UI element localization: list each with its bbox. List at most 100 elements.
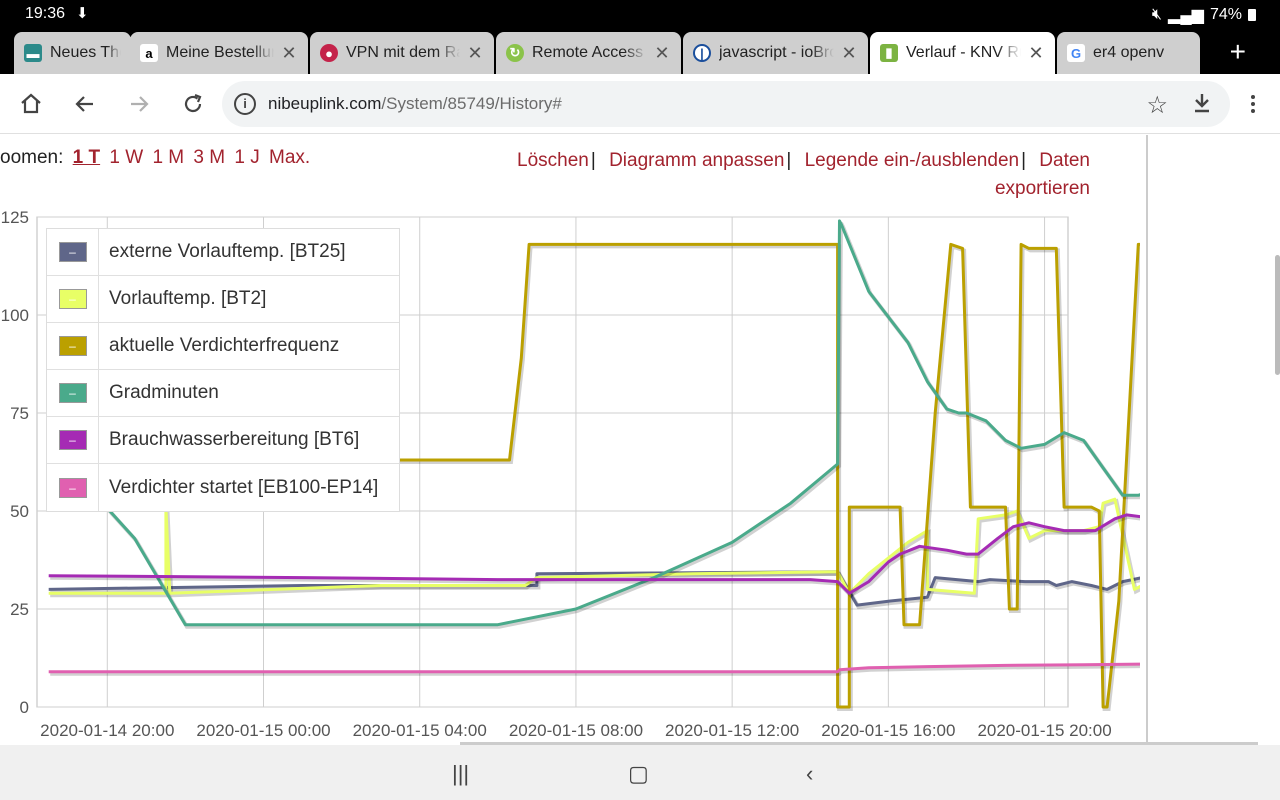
- legend-swatch-box: –: [47, 228, 99, 276]
- android-nav-bar: ||| ▢ ‹: [0, 745, 1280, 800]
- clear-link[interactable]: Löschen: [517, 150, 589, 171]
- forward-icon[interactable]: [124, 89, 154, 119]
- adjust-diagram-link[interactable]: Diagramm anpassen: [609, 150, 785, 171]
- export-data-link-1[interactable]: Daten: [1039, 150, 1090, 171]
- close-tab-icon[interactable]: ✕: [281, 42, 297, 63]
- legend-swatch-icon: –: [58, 289, 87, 309]
- reload-icon[interactable]: [178, 89, 208, 119]
- new-tab-plus-icon[interactable]: +: [1229, 36, 1246, 67]
- tab-vpn[interactable]: ● VPN mit dem Ra ✕: [310, 32, 494, 74]
- browser-toolbar: i nibeuplink.com/System/85749/History# ☆: [0, 74, 1280, 134]
- tab-title: Neues The: [50, 44, 121, 61]
- amazon-icon: a: [140, 44, 158, 62]
- zoom-3m[interactable]: 3 M: [193, 147, 226, 168]
- zoom-1t[interactable]: 1 T: [72, 147, 101, 168]
- series-line: [48, 662, 1140, 674]
- chart-legend: – externe Vorlauftemp. [BT25] – Vorlauftemp…: [46, 228, 400, 512]
- tab-amazon[interactable]: a Meine Bestellung ✕: [130, 32, 308, 74]
- download-notification-icon: ⬇: [76, 5, 89, 22]
- tab-title: Verlauf - KNV Rü: [906, 44, 1021, 61]
- legend-item[interactable]: – Gradminuten: [47, 369, 399, 417]
- signal-icon: ▂▄▆: [1168, 7, 1204, 24]
- tab-title: Remote Access: [532, 44, 644, 61]
- battery-icon: [1248, 9, 1256, 21]
- legend-item[interactable]: – Vorlauftemp. [BT2]: [47, 275, 399, 323]
- legend-item[interactable]: – aktuelle Verdichterfrequenz: [47, 322, 399, 370]
- legend-item[interactable]: – Verdichter startet [EB100-EP14]: [47, 464, 399, 511]
- page-divider: [1146, 135, 1148, 745]
- zoom-1m[interactable]: 1 M: [152, 147, 185, 168]
- chart-actions: Löschen | Diagramm anpassen | Legende ein-…: [517, 150, 1090, 199]
- y-tick-label: 75: [10, 404, 29, 423]
- download-page-icon[interactable]: [1190, 91, 1214, 120]
- zoom-controls: oomen: 1 T 1 W 1 M 3 M 1 J Max.: [0, 147, 310, 169]
- tab-strip: ▬ Neues The a Meine Bestellung ✕ ● VPN m…: [0, 28, 1280, 74]
- y-tick-label: 0: [20, 698, 29, 717]
- back-nav-icon[interactable]: ‹: [806, 761, 814, 786]
- toggle-legend-link[interactable]: Legende ein-/ausblenden: [804, 150, 1020, 171]
- home-nav-icon[interactable]: ▢: [628, 761, 649, 786]
- x-tick-label: 2020-01-14 20:00: [40, 721, 174, 740]
- x-tick-label: 2020-01-15 12:00: [665, 721, 799, 740]
- legend-swatch-icon: –: [58, 336, 87, 356]
- close-tab-icon[interactable]: ✕: [467, 42, 483, 63]
- legend-item[interactable]: – externe Vorlauftemp. [BT25]: [47, 228, 399, 276]
- series-line-shadow: [50, 514, 1140, 598]
- close-tab-icon[interactable]: ✕: [841, 42, 857, 63]
- close-tab-icon[interactable]: ✕: [654, 42, 670, 63]
- url-path: /System/85749/History#: [381, 94, 562, 113]
- legend-swatch-box: –: [47, 322, 99, 370]
- series-line: [48, 242, 1140, 709]
- zoom-1w[interactable]: 1 W: [109, 147, 144, 168]
- home-icon[interactable]: [16, 89, 46, 119]
- knv-icon: ▮: [880, 44, 898, 62]
- zoom-1j[interactable]: 1 J: [234, 147, 260, 168]
- legend-swatch-box: –: [47, 275, 99, 323]
- x-tick-label: 2020-01-15 08:00: [509, 721, 643, 740]
- legend-item[interactable]: – Brauchwasserbereitung [BT6]: [47, 416, 399, 464]
- site-info-icon[interactable]: i: [234, 93, 256, 115]
- zoom-max[interactable]: Max.: [269, 147, 311, 168]
- legend-swatch-icon: –: [58, 242, 87, 262]
- tab-javascript[interactable]: | javascript - ioBro ✕: [683, 32, 868, 74]
- y-tick-label: 100: [1, 306, 29, 325]
- tab-title: Meine Bestellung: [166, 44, 274, 61]
- back-icon[interactable]: [70, 89, 100, 119]
- news-icon: ▬: [24, 44, 42, 62]
- y-tick-label: 50: [10, 502, 29, 521]
- bookmark-star-icon[interactable]: ☆: [1146, 92, 1168, 119]
- close-tab-icon[interactable]: ✕: [1028, 42, 1044, 63]
- tab-verlauf[interactable]: ▮ Verlauf - KNV Rü ✕: [870, 32, 1055, 74]
- series-line-shadow: [50, 498, 1140, 599]
- horizontal-scrollbar[interactable]: [460, 742, 1258, 745]
- legend-label: Gradminuten: [109, 382, 219, 403]
- tab-google[interactable]: G er4 openv: [1057, 32, 1200, 74]
- x-tick-label: 2020-01-15 20:00: [977, 721, 1111, 740]
- series-line: [48, 570, 1140, 607]
- menu-kebab-icon[interactable]: [1238, 89, 1268, 119]
- y-tick-label: 25: [10, 600, 29, 619]
- url-text[interactable]: nibeuplink.com/System/85749/History#: [268, 94, 562, 114]
- legend-swatch-box: –: [47, 416, 99, 464]
- page-content: oomen: 1 T 1 W 1 M 3 M 1 J Max. Löschen |…: [0, 135, 1280, 745]
- tab-title: javascript - ioBro: [719, 44, 834, 61]
- battery-level: 74%: [1209, 6, 1242, 23]
- address-bar[interactable]: i nibeuplink.com/System/85749/History# ☆: [222, 81, 1230, 127]
- legend-label: aktuelle Verdichterfrequenz: [109, 335, 340, 356]
- x-tick-label: 2020-01-15 16:00: [821, 721, 955, 740]
- legend-swatch-box: –: [47, 369, 99, 417]
- raspberry-icon: ●: [320, 44, 338, 62]
- tab-remote[interactable]: ↻ Remote Access ✕: [496, 32, 681, 74]
- recent-apps-icon[interactable]: |||: [452, 761, 470, 786]
- x-tick-label: 2020-01-15 00:00: [196, 721, 330, 740]
- legend-swatch-icon: –: [58, 383, 87, 403]
- vertical-scrollbar[interactable]: [1275, 255, 1280, 375]
- zoom-label: oomen:: [0, 147, 64, 168]
- status-right: 🔇︎ ▂▄▆ 74%: [1152, 5, 1256, 25]
- y-tick-label: 125: [1, 208, 29, 227]
- mute-icon: 🔇︎: [1151, 6, 1163, 23]
- tab-title: er4 openv: [1093, 44, 1165, 61]
- export-data-link-2[interactable]: exportieren: [994, 178, 1090, 199]
- series-line-shadow: [50, 664, 1140, 676]
- tab-neues[interactable]: ▬ Neues The: [14, 32, 131, 74]
